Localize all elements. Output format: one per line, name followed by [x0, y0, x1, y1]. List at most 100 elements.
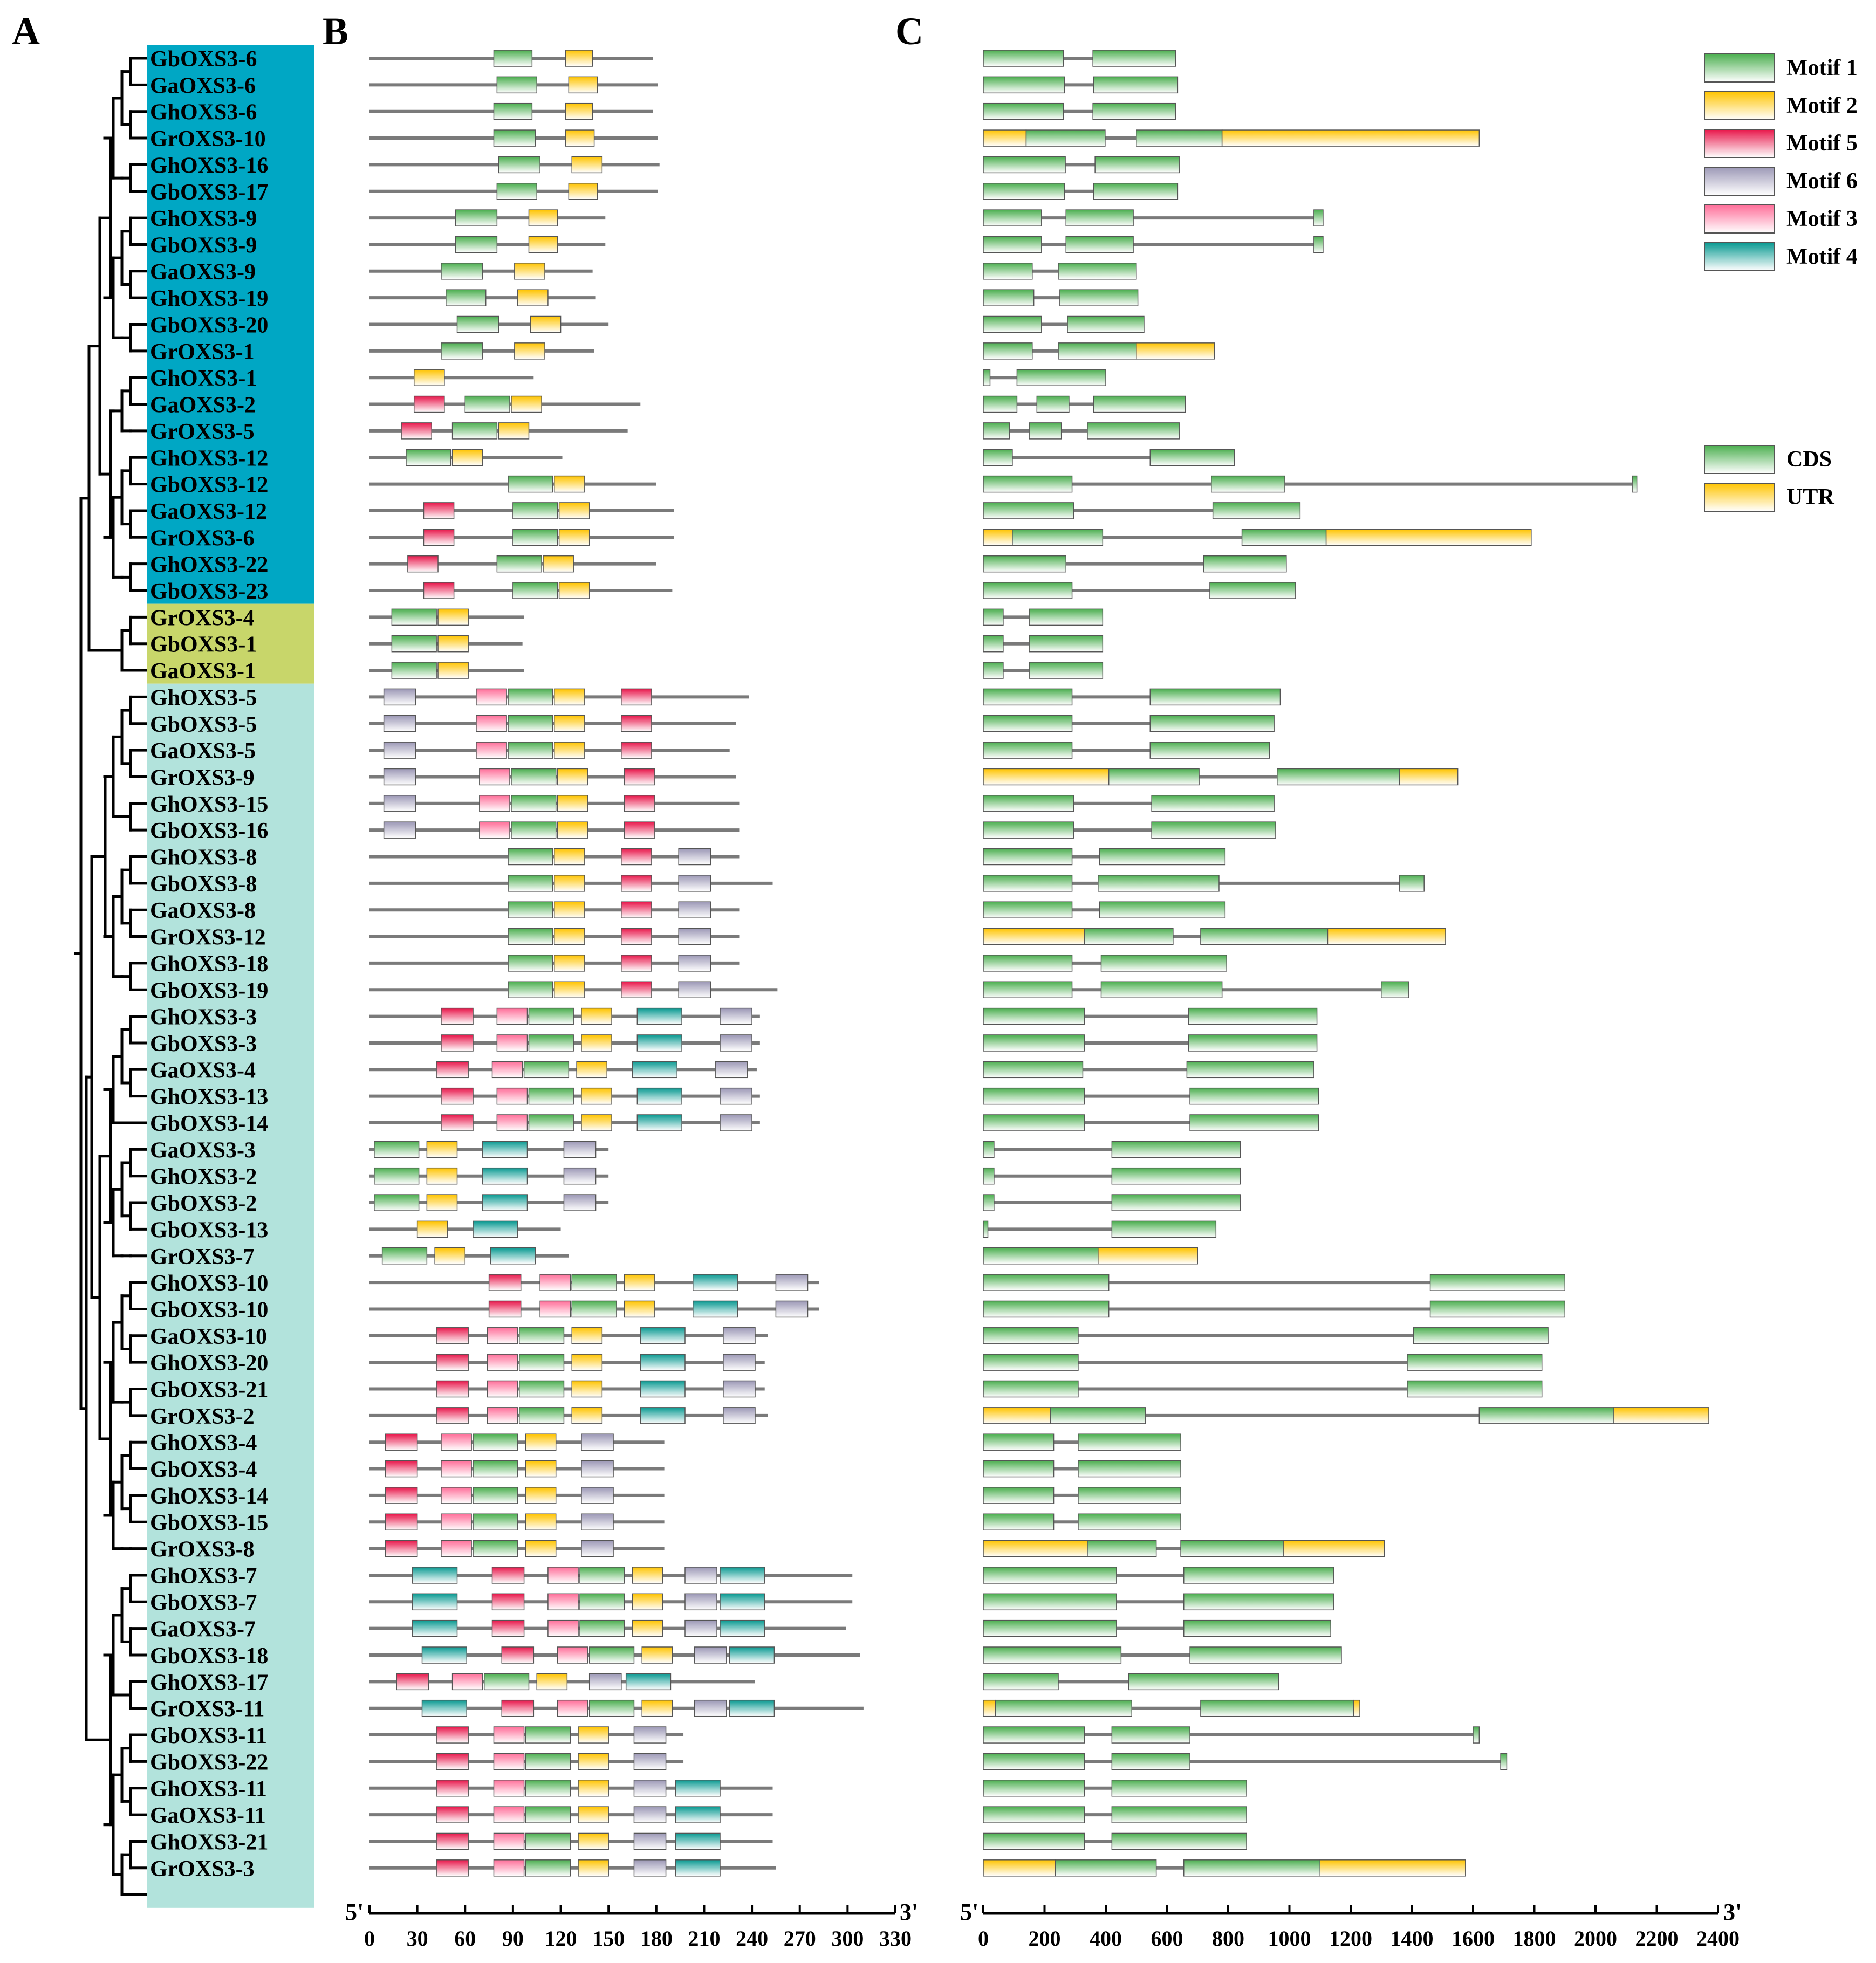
utr-box: [1136, 342, 1215, 360]
legend-label-motif-4: Motif 4: [1786, 244, 1858, 269]
motif-5-box: [385, 1487, 418, 1504]
utr-box: [1098, 1247, 1198, 1265]
motif-1-box: [579, 1593, 625, 1611]
legend-swatch-motif-6: [1704, 167, 1775, 196]
gene-label: GbOXS3-18: [150, 1644, 268, 1669]
motif-panel: [369, 50, 864, 1877]
motif-4-box: [412, 1593, 458, 1611]
motif-4-box: [720, 1619, 765, 1637]
cds-box: [1092, 50, 1176, 67]
gene-axis-tick-label: 400: [1090, 1926, 1122, 1951]
gene-label: GbOXS3-19: [150, 978, 268, 1003]
motif-3-box: [487, 1380, 518, 1398]
motif-2-box: [571, 1380, 603, 1398]
cds-box: [983, 582, 1073, 599]
motif-5-box: [436, 1859, 469, 1877]
motif-4-box: [636, 1034, 682, 1052]
motif-2-box: [553, 955, 585, 972]
motif-5-box: [441, 1034, 474, 1052]
motif-3-box: [496, 1087, 528, 1105]
motif-2-box: [416, 1220, 448, 1238]
cds-box: [1151, 821, 1276, 839]
gene-label: GhOXS3-15: [150, 792, 268, 817]
gene-axis-tick-label: 2400: [1696, 1926, 1740, 1951]
motif-1-box: [508, 475, 553, 493]
motif-axis-tick-label: 120: [545, 1926, 577, 1951]
motif-4-box: [675, 1832, 721, 1850]
motif-6-box: [633, 1726, 667, 1744]
motif-1-box: [588, 1646, 635, 1664]
utr-box: [983, 129, 1027, 147]
motif-5-box: [624, 768, 655, 786]
utr-box: [1399, 768, 1459, 786]
cds-box: [1036, 395, 1070, 413]
motif-2-box: [525, 1540, 557, 1557]
cds-box: [1029, 662, 1104, 679]
gene-axis-tick-label: 1000: [1268, 1926, 1311, 1951]
cds-box: [1055, 1859, 1157, 1877]
gene-axis-tick-label: 200: [1029, 1926, 1061, 1951]
gene-label: GbOXS3-16: [150, 819, 268, 843]
utr-box: [983, 928, 1085, 945]
cds-box: [1149, 688, 1281, 706]
motif-6-box: [633, 1832, 667, 1850]
cds-box: [983, 183, 1065, 200]
motif-5-box: [436, 1061, 469, 1079]
motif-6-box: [563, 1167, 597, 1185]
motif-1-box: [496, 555, 542, 573]
motif-axis-tick-label: 330: [879, 1926, 912, 1951]
motif-6-box: [383, 715, 416, 732]
cds-box: [983, 875, 1073, 892]
motif-1-box: [493, 129, 536, 147]
motif-2-box: [581, 1114, 612, 1131]
motif-6-box: [633, 1753, 667, 1770]
motif-2-box: [565, 102, 593, 120]
motif-5-box: [621, 955, 652, 972]
motif-1-box: [381, 1247, 428, 1265]
motif-3-box: [493, 1780, 525, 1797]
motif-6-box: [723, 1354, 756, 1371]
cds-box: [1183, 1593, 1334, 1611]
gene-axis-tick-label: 800: [1212, 1926, 1244, 1951]
utr-box: [1325, 528, 1532, 546]
motif-2-box: [528, 236, 558, 253]
motif-1-box: [518, 1407, 565, 1424]
gene-label: GaOXS3-2: [150, 393, 256, 418]
gene-axis-tick-label: 0: [978, 1926, 989, 1951]
cds-box: [983, 342, 1033, 360]
cds-box: [1093, 183, 1179, 200]
motif-3-box: [496, 1007, 528, 1025]
motif-2-box: [437, 662, 469, 679]
gene-label: GbOXS3-7: [150, 1590, 257, 1615]
gene-label: GrOXS3-1: [150, 340, 255, 365]
gene-axis: 5' 3' 0 200 400 600 800 1000 1200 1400 1600 1800 2…: [960, 1899, 1742, 1951]
cds-box: [983, 1327, 1079, 1344]
gene-label: GrOXS3-12: [150, 925, 266, 950]
gene-axis-end: 3': [1723, 1899, 1742, 1925]
phylogenetic-tree: [74, 57, 147, 1896]
cds-box: [1111, 1806, 1247, 1823]
cds-box: [1212, 502, 1301, 519]
motif-3-box: [493, 1753, 525, 1770]
motif-4-box: [636, 1007, 682, 1025]
cds-box: [983, 1087, 1085, 1105]
motif-6-box: [383, 795, 416, 812]
gene-label: GhOXS3-18: [150, 952, 268, 977]
motif-2-box: [514, 263, 545, 280]
motif-6-box: [633, 1806, 667, 1823]
utr-box: [1283, 1540, 1385, 1557]
motif-3-box: [441, 1460, 472, 1478]
cds-box: [1084, 928, 1174, 945]
motif-2-box: [553, 901, 585, 918]
legend-label-motif-3: Motif 3: [1786, 207, 1858, 231]
motif-3-box: [547, 1567, 579, 1584]
motif-3-box: [493, 1832, 525, 1850]
motif-6-box: [633, 1780, 667, 1797]
motif-1-box: [518, 1327, 565, 1344]
gene-label: GaOXS3-9: [150, 260, 256, 285]
cds-box: [1111, 1194, 1241, 1211]
motif-4-box: [640, 1354, 686, 1371]
motif-2-box: [624, 1274, 655, 1291]
motif-6-box: [563, 1141, 597, 1158]
motif-1-box: [588, 1699, 635, 1717]
